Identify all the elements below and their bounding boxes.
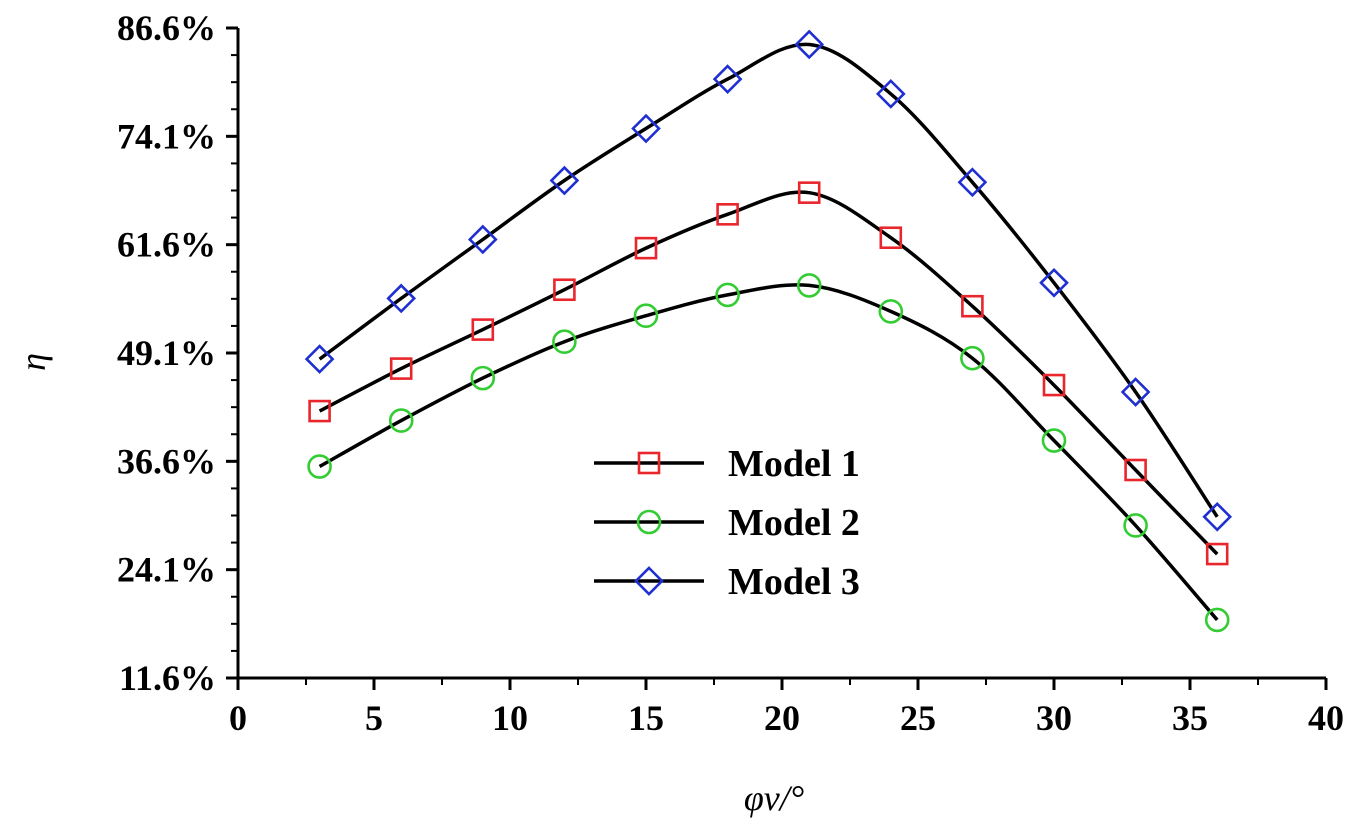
legend: Model 1 Model 2 Model 3 [594,443,860,603]
data-point-model-3 [1039,267,1069,298]
y-tick-label: 24.1% [117,550,216,590]
data-point-model-2 [878,299,904,324]
x-tick-label: 30 [1036,698,1072,738]
x-tick-label: 40 [1308,698,1344,738]
data-markers [304,29,1233,633]
data-point-model-1 [389,357,413,380]
data-point-model-1 [553,278,576,302]
data-point-model-3 [1120,377,1151,407]
data-point-model-1 [308,399,331,423]
y-tick-label: 61.6% [117,225,216,265]
series-line-model-2 [318,283,1219,622]
data-point-model-1 [879,226,903,250]
data-point-model-2 [1041,428,1067,453]
y-tick-label: 11.6% [119,658,216,698]
y-tick-label: 86.6% [117,8,216,48]
series-line-model-1 [318,190,1219,556]
legend-label: Model 1 [728,443,860,485]
data-point-model-3 [467,224,498,255]
y-tick-label: 74.1% [117,116,216,156]
data-point-model-1 [716,203,739,226]
data-point-model-1 [797,181,821,204]
legend-marker [634,566,664,596]
data-point-model-3 [631,113,661,144]
series-line-model-3 [318,42,1219,518]
legend-label: Model 2 [728,502,860,544]
data-point-model-2 [470,365,496,391]
x-tick-label: 5 [365,698,383,738]
data-point-model-3 [1202,501,1233,532]
data-point-model-3 [957,167,988,198]
data-point-model-2 [552,329,577,355]
data-point-model-3 [875,79,906,109]
data-point-model-1 [1042,373,1066,397]
x-tick-label: 35 [1172,698,1208,738]
data-point-model-1 [1124,458,1147,482]
data-point-model-3 [549,165,580,196]
data-point-model-1 [471,318,495,341]
data-point-model-2 [388,408,414,433]
x-tick-label: 0 [229,698,247,738]
legend-marker [636,509,662,535]
legend-label: Model 3 [728,561,860,603]
data-point-model-3 [304,344,335,374]
y-axis-title: η [13,353,53,371]
x-tick-label: 15 [628,698,664,738]
data-point-model-2 [633,303,659,329]
x-tick-label: 20 [764,698,800,738]
x-tick-label: 25 [900,698,936,738]
x-tick-label: 10 [492,698,528,738]
data-point-model-1 [1205,542,1229,566]
legend-marker [637,451,661,475]
data-point-model-2 [960,345,985,371]
data-point-model-3 [794,29,825,60]
data-point-model-2 [796,273,822,298]
data-point-model-2 [715,282,740,308]
x-axis-title: φv/° [744,778,804,818]
data-point-model-3 [712,64,743,94]
data-point-model-2 [1123,513,1148,538]
axes: 0 5 10 15 20 25 30 35 40 11.6% 24.1% 36.6% 49.1% 61.6… [117,8,1344,738]
data-point-model-2 [307,454,332,479]
data-point-model-3 [386,283,417,314]
data-point-model-2 [1204,607,1230,633]
y-tick-label: 49.1% [117,333,216,373]
y-tick-label: 36.6% [117,441,216,481]
fit-curves [318,42,1219,622]
data-point-model-1 [634,236,658,260]
data-point-model-1 [961,294,984,318]
